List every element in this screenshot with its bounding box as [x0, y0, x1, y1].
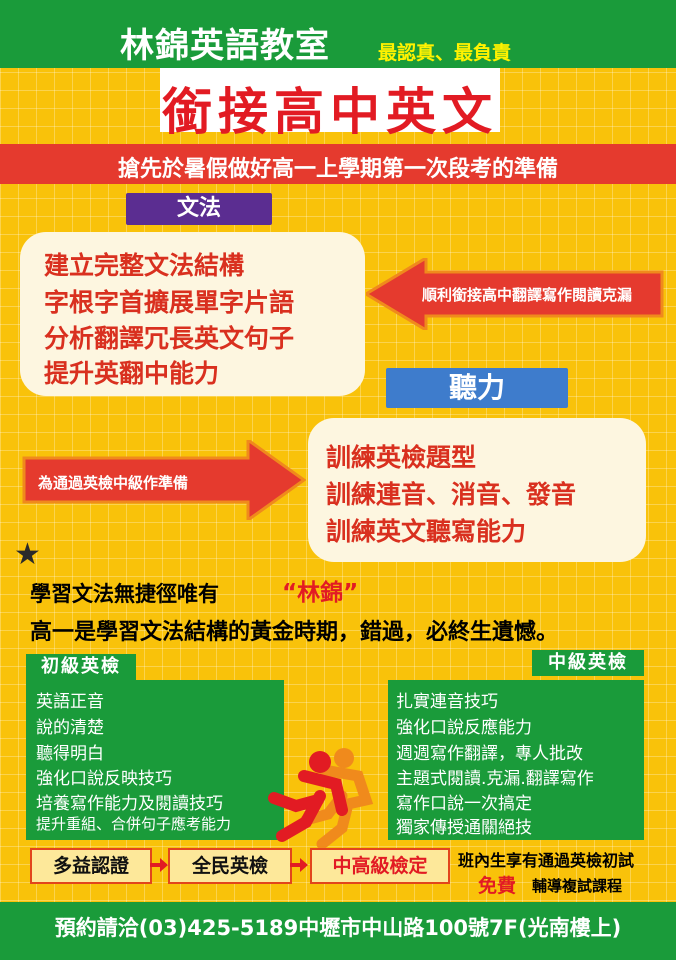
intermediate-item: 獨家傳授通關絕技: [396, 818, 532, 838]
step-advanced: 中高級檢定: [310, 848, 450, 884]
grammar-item: 建立完整文法結構: [44, 251, 245, 280]
learn-highlight: “林錦”: [282, 580, 359, 606]
runner-icon: [268, 748, 374, 850]
headline: 銜接高中英文: [162, 83, 498, 141]
intermediate-item: 強化口說反應能力: [396, 718, 532, 738]
listening-item: 訓練英檢題型: [326, 443, 477, 472]
listening-item: 訓練連音、消音、發音: [326, 480, 577, 509]
elementary-tag: 初級英檢: [26, 654, 136, 680]
elementary-item: 說的清楚: [36, 718, 104, 738]
grammar-item: 提升英翻中能力: [44, 359, 220, 388]
elementary-item: 提升重組、合併句子應考能力: [36, 815, 232, 833]
elementary-item: 英語正音: [36, 692, 104, 712]
footer-bar: [0, 902, 676, 960]
elementary-box: [26, 680, 284, 840]
elementary-item: 聽得明白: [36, 744, 104, 764]
free-line-2: 輔導複試課程: [532, 877, 623, 895]
grammar-panel: [20, 232, 365, 396]
subline: 搶先於暑假做好高一上學期第一次段考的準備: [117, 157, 558, 182]
elementary-item: 強化口說反映技巧: [36, 769, 172, 789]
listening-panel: [308, 418, 646, 562]
listening-arrow-text: 為通過英檢中級作準備: [38, 474, 189, 492]
intermediate-box: [388, 680, 644, 840]
grammar-item: 字根字首擴展單字片語: [44, 288, 295, 317]
subline-bar: [0, 144, 676, 184]
free-word: 免費: [478, 875, 517, 897]
star-icon: ★: [14, 537, 41, 572]
contact-info: 預約請洽(03)425-5189中壢市中山路100號7F(光南樓上): [54, 916, 622, 940]
school-name: 林錦英語教室: [120, 26, 330, 66]
listening-tag: 聽力: [386, 368, 568, 408]
learn-line-1: 學習文法無捷徑唯有: [30, 582, 219, 606]
right-arrow-icon: [22, 440, 306, 520]
grammar-arrow-text: 順利銜接高中翻譯寫作閱讀克漏: [422, 286, 633, 304]
grammar-item: 分析翻譯冗長英文句子: [44, 324, 295, 353]
step-toeic: 多益認證: [30, 848, 152, 884]
arrow-right-icon: [290, 858, 308, 872]
intermediate-item: 寫作口說一次搞定: [396, 794, 532, 814]
intermediate-item: 週週寫作翻譯，專人批改: [396, 744, 583, 764]
intermediate-tag: 中級英檢: [532, 650, 644, 676]
learn-line-2: 高一是學習文法結構的黃金時期，錯過，必終生遺憾。: [30, 620, 559, 645]
left-arrow-icon: [366, 258, 664, 330]
slogan: 最認真、最負責: [378, 42, 512, 64]
step-gept: 全民英檢: [168, 848, 292, 884]
intermediate-item: 主題式閱讀.克漏.翻譯寫作: [396, 769, 594, 789]
elementary-item: 培養寫作能力及閱讀技巧: [36, 794, 223, 814]
listening-item: 訓練英文聽寫能力: [326, 517, 527, 546]
grammar-tag: 文法: [126, 193, 272, 225]
header-bar: [0, 0, 676, 68]
headline-box: [160, 68, 500, 132]
intermediate-item: 扎實連音技巧: [396, 692, 498, 712]
arrow-right-icon: [150, 858, 168, 872]
free-line-1: 班內生享有通過英檢初試: [458, 851, 635, 870]
